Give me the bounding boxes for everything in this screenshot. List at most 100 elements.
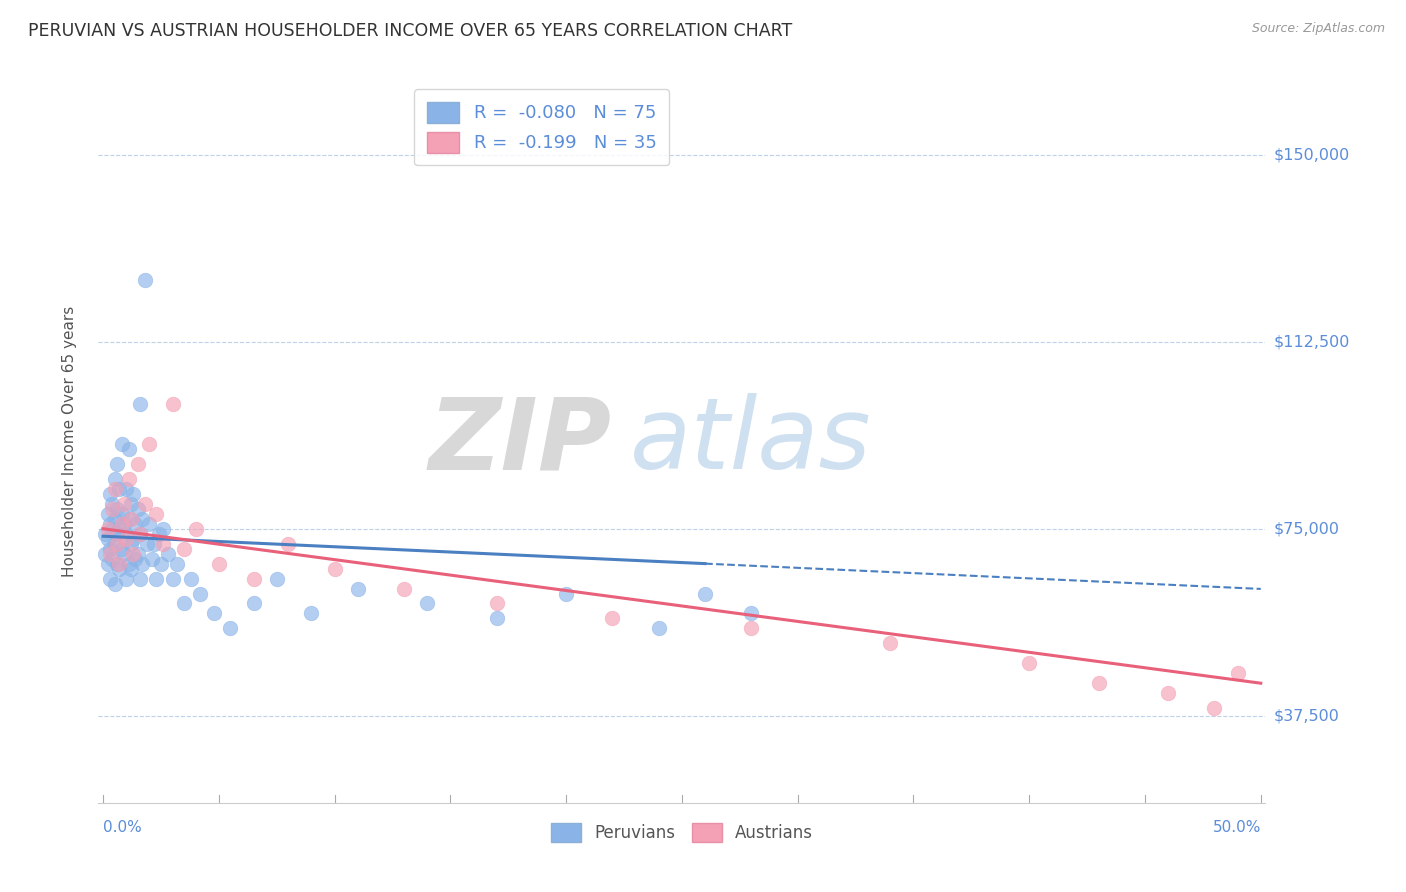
Point bbox=[110, 507, 132, 521]
Point bbox=[110, 541, 132, 556]
Point bbox=[122, 487, 145, 501]
Point bbox=[143, 537, 166, 551]
Point bbox=[1087, 676, 1109, 690]
Point bbox=[104, 482, 127, 496]
Point bbox=[115, 572, 138, 586]
Point bbox=[346, 582, 368, 596]
Point bbox=[180, 572, 202, 586]
Point bbox=[104, 576, 127, 591]
Point bbox=[105, 501, 128, 516]
Point bbox=[1157, 686, 1180, 700]
Point bbox=[104, 472, 127, 486]
Point bbox=[129, 572, 152, 586]
Text: $37,500: $37,500 bbox=[1274, 708, 1340, 723]
Point bbox=[149, 557, 172, 571]
Point bbox=[117, 512, 139, 526]
Point bbox=[115, 532, 138, 546]
Text: Source: ZipAtlas.com: Source: ZipAtlas.com bbox=[1251, 22, 1385, 36]
Point bbox=[110, 516, 132, 531]
Point bbox=[219, 621, 242, 635]
Point bbox=[101, 497, 124, 511]
Point bbox=[184, 522, 207, 536]
Point bbox=[740, 607, 762, 621]
Point bbox=[98, 572, 121, 586]
Point bbox=[693, 586, 716, 600]
Point bbox=[98, 487, 121, 501]
Point bbox=[115, 482, 138, 496]
Point bbox=[1204, 701, 1226, 715]
Point bbox=[117, 472, 139, 486]
Point bbox=[173, 597, 195, 611]
Point bbox=[105, 457, 128, 471]
Point bbox=[127, 501, 149, 516]
Point bbox=[112, 547, 135, 561]
Point bbox=[115, 526, 138, 541]
Point bbox=[162, 572, 184, 586]
Point bbox=[129, 526, 152, 541]
Point bbox=[131, 512, 153, 526]
Point bbox=[97, 557, 120, 571]
Point bbox=[162, 397, 184, 411]
Point bbox=[602, 611, 624, 625]
Text: $112,500: $112,500 bbox=[1274, 334, 1350, 350]
Text: ZIP: ZIP bbox=[429, 393, 612, 490]
Point bbox=[166, 557, 188, 571]
Point bbox=[152, 537, 174, 551]
Point bbox=[485, 611, 508, 625]
Point bbox=[301, 607, 323, 621]
Point bbox=[136, 537, 159, 551]
Point bbox=[879, 636, 901, 650]
Point bbox=[145, 572, 167, 586]
Point bbox=[127, 457, 149, 471]
Point bbox=[94, 547, 117, 561]
Point bbox=[101, 522, 124, 536]
Point bbox=[124, 551, 146, 566]
Point bbox=[152, 522, 174, 536]
Point bbox=[104, 537, 127, 551]
Point bbox=[112, 516, 135, 531]
Point bbox=[122, 547, 145, 561]
Point bbox=[112, 497, 135, 511]
Point bbox=[392, 582, 415, 596]
Point bbox=[202, 607, 225, 621]
Point bbox=[108, 561, 131, 575]
Point bbox=[117, 557, 139, 571]
Point bbox=[120, 497, 142, 511]
Point bbox=[138, 516, 160, 531]
Point bbox=[740, 621, 762, 635]
Point bbox=[648, 621, 671, 635]
Point bbox=[485, 597, 508, 611]
Point bbox=[188, 586, 211, 600]
Point bbox=[120, 512, 142, 526]
Point bbox=[242, 597, 264, 611]
Point bbox=[117, 442, 139, 456]
Point bbox=[94, 526, 117, 541]
Text: 0.0%: 0.0% bbox=[103, 821, 142, 835]
Point bbox=[120, 561, 142, 575]
Point bbox=[555, 586, 578, 600]
Text: $75,000: $75,000 bbox=[1274, 521, 1340, 536]
Point bbox=[266, 572, 288, 586]
Point bbox=[208, 557, 231, 571]
Point bbox=[97, 532, 120, 546]
Point bbox=[108, 557, 131, 571]
Point bbox=[108, 482, 131, 496]
Point bbox=[173, 541, 195, 556]
Point bbox=[101, 551, 124, 566]
Text: 50.0%: 50.0% bbox=[1212, 821, 1261, 835]
Point bbox=[141, 551, 163, 566]
Point bbox=[129, 526, 152, 541]
Point bbox=[105, 557, 128, 571]
Point bbox=[131, 557, 153, 571]
Point bbox=[98, 541, 121, 556]
Point bbox=[110, 437, 132, 451]
Point bbox=[242, 572, 264, 586]
Point bbox=[129, 397, 152, 411]
Point bbox=[134, 497, 156, 511]
Point bbox=[104, 512, 127, 526]
Point bbox=[1226, 666, 1249, 681]
Point bbox=[156, 547, 179, 561]
Point bbox=[98, 547, 121, 561]
Point bbox=[323, 561, 346, 575]
Y-axis label: Householder Income Over 65 years: Householder Income Over 65 years bbox=[62, 306, 77, 577]
